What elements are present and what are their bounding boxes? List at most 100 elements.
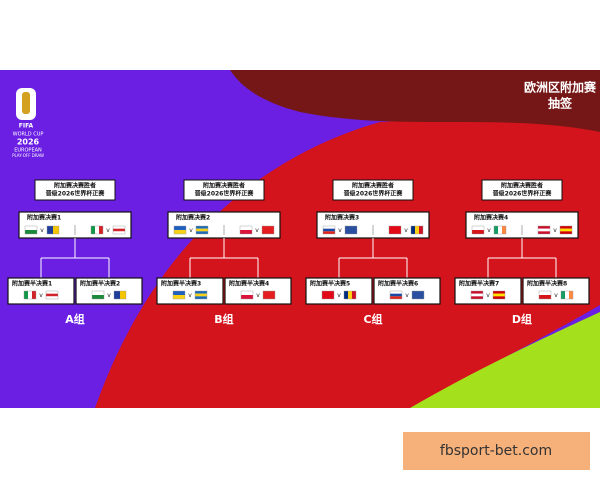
winner-text: 晋级2026世界杯正赛 xyxy=(46,190,106,198)
flag xyxy=(323,228,335,232)
versus: v xyxy=(486,292,490,299)
semi-box xyxy=(224,277,292,305)
flag xyxy=(195,296,207,299)
semi-box xyxy=(305,277,373,305)
header-title: 欧洲区附加赛 xyxy=(524,80,597,95)
logo-line: PLAY-OFF DRAW xyxy=(12,153,44,158)
flag xyxy=(173,295,185,299)
flag xyxy=(323,226,335,229)
semi-box xyxy=(75,277,143,305)
flag xyxy=(46,291,58,294)
flag-border xyxy=(262,290,276,300)
bg-maroon xyxy=(230,70,600,132)
flag xyxy=(196,228,208,232)
flag xyxy=(538,228,550,232)
semi-title: 附加赛半决赛5 xyxy=(310,280,350,288)
semi-title: 附加赛半决赛3 xyxy=(161,280,201,288)
flag xyxy=(113,226,125,229)
versus: v xyxy=(554,292,558,299)
flag xyxy=(196,226,208,229)
flag-border xyxy=(410,225,424,235)
flag xyxy=(25,230,37,234)
final-title: 附加赛决赛2 xyxy=(176,214,210,222)
flag xyxy=(539,295,551,299)
flag xyxy=(46,293,58,297)
flag-border xyxy=(46,225,60,235)
final-title: 附加赛决赛3 xyxy=(325,214,359,222)
flag xyxy=(565,291,569,299)
flag xyxy=(471,291,483,294)
flag xyxy=(493,296,505,299)
flag-border xyxy=(195,225,209,235)
logo-year: 2026 xyxy=(17,138,40,147)
group-label: C组 xyxy=(363,312,382,326)
flag-border xyxy=(240,290,254,300)
flag xyxy=(196,231,208,234)
flag xyxy=(240,230,252,234)
winner-box xyxy=(34,179,116,201)
versus: v xyxy=(337,292,341,299)
winner-text: 附加赛决赛胜者 xyxy=(54,182,96,190)
flag-border xyxy=(23,290,37,300)
flag-border xyxy=(113,290,127,300)
flag-border xyxy=(560,290,574,300)
semi-box xyxy=(454,277,522,305)
flag xyxy=(493,291,505,294)
flag xyxy=(262,226,274,234)
flag xyxy=(569,291,573,299)
flag xyxy=(390,291,402,294)
flag xyxy=(323,231,335,234)
flag xyxy=(53,226,59,234)
flag-border xyxy=(389,290,403,300)
winner-text: 附加赛决赛胜者 xyxy=(203,182,245,190)
flag xyxy=(195,293,207,297)
bg-red xyxy=(95,110,600,408)
semi-box xyxy=(156,277,224,305)
flag xyxy=(538,231,550,234)
flag xyxy=(412,291,424,299)
flag xyxy=(241,291,253,295)
flag xyxy=(560,226,572,229)
winner-box xyxy=(183,179,265,201)
flag xyxy=(560,228,572,232)
flag-border xyxy=(321,290,335,300)
versus: v xyxy=(553,227,557,234)
flag xyxy=(24,291,28,299)
winner-text: 晋级2026世界杯正赛 xyxy=(195,190,255,198)
semi-title: 附加赛半决赛1 xyxy=(12,280,52,288)
flag xyxy=(352,291,356,299)
flag xyxy=(415,226,419,234)
flag xyxy=(47,226,53,234)
flag-border xyxy=(239,225,253,235)
flag xyxy=(390,296,402,299)
flag xyxy=(344,291,348,299)
flag-border xyxy=(559,225,573,235)
flag xyxy=(32,291,36,299)
flag xyxy=(472,226,484,230)
logo-line: WORLD CUP xyxy=(13,132,44,138)
winner-box xyxy=(332,179,414,201)
winner-box xyxy=(481,179,563,201)
flag xyxy=(390,293,402,297)
flag-border xyxy=(90,225,104,235)
flag-border xyxy=(112,225,126,235)
flag xyxy=(113,231,125,234)
semi-box xyxy=(7,277,75,305)
flag xyxy=(263,291,275,299)
flag xyxy=(493,293,505,297)
flag xyxy=(95,226,99,234)
flag xyxy=(539,291,551,295)
flag-border xyxy=(24,225,38,235)
group-label: A组 xyxy=(65,312,85,326)
header-subtitle: 抽签 xyxy=(548,96,573,111)
flag xyxy=(560,231,572,234)
flag xyxy=(92,295,104,299)
flag-border xyxy=(91,290,105,300)
group-label: D组 xyxy=(512,312,532,326)
versus: v xyxy=(40,227,44,234)
semi-title: 附加赛半决赛2 xyxy=(80,280,120,288)
flag xyxy=(494,226,498,234)
semi-title: 附加赛半决赛4 xyxy=(229,280,269,288)
flag xyxy=(322,291,334,299)
flag-border xyxy=(537,225,551,235)
